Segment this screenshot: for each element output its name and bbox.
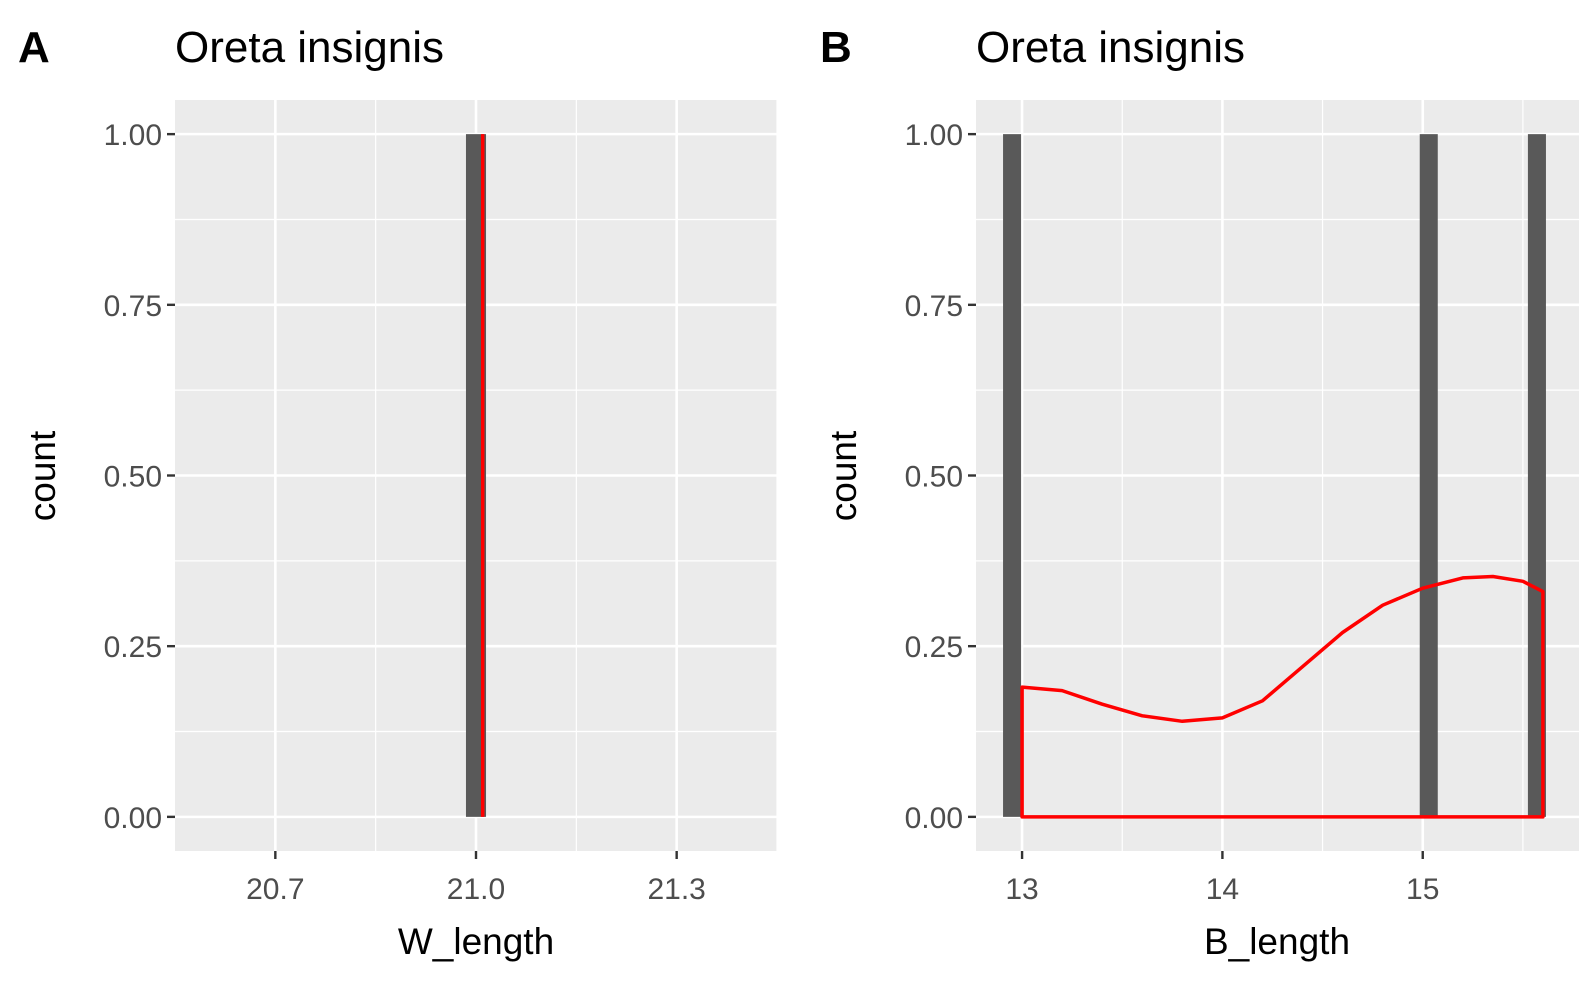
panel-a-tag: A xyxy=(18,23,50,72)
panel-b-title: Oreta insignis xyxy=(976,23,1245,72)
panel-a-x-tick-label: 21.0 xyxy=(447,873,505,906)
panel-b-x-tick-label: 15 xyxy=(1406,873,1439,906)
panel-b-x-label: B_length xyxy=(1204,921,1350,962)
panel-b-density-curve xyxy=(1020,574,1545,819)
panel-a-x-label: W_length xyxy=(398,921,554,962)
panel-b-y-tick-label: 0.25 xyxy=(905,631,963,664)
panel-a-y-tick-label: 0.50 xyxy=(104,461,162,494)
panel-a-title: Oreta insignis xyxy=(175,23,444,72)
panel-a-y-tick-label: 0.00 xyxy=(104,802,162,835)
panel-b-y-tick-label: 0.50 xyxy=(905,461,963,494)
panel-b-y-label: count xyxy=(823,430,864,521)
panel-a-y-tick-label: 1.00 xyxy=(104,119,162,152)
panel-b-x-axis: 13 14 15 xyxy=(1005,851,1439,906)
panel-a-x-tick-label: 21.3 xyxy=(647,873,705,906)
panel-b-y-tick-label: 0.75 xyxy=(905,290,963,323)
panel-b-y-axis: 0.00 0.25 0.50 0.75 1.00 xyxy=(905,119,976,835)
panel-a-x-axis: 20.7 21.0 21.3 xyxy=(246,851,706,906)
panel-b-x-tick-label: 13 xyxy=(1005,873,1038,906)
panel-b-y-tick-label: 0.00 xyxy=(905,802,963,835)
panel-a-y-label: count xyxy=(22,430,63,521)
panel-b-tag: B xyxy=(820,23,852,72)
panel-b-bar-0 xyxy=(1003,134,1022,817)
panel-a: A Oreta insignis 0.00 0.25 0.50 0.75 1.00 20… xyxy=(18,23,778,962)
panel-b-y-tick-label: 1.00 xyxy=(905,119,963,152)
panel-b: B Oreta insignis 0.00 0.25 0.50 0.75 1.00 13… xyxy=(820,23,1579,962)
panel-b-bars xyxy=(1003,134,1546,817)
panel-a-y-tick-label: 0.25 xyxy=(104,631,162,664)
panel-b-bar-1 xyxy=(1419,134,1438,817)
panel-a-y-tick-label: 0.75 xyxy=(104,290,162,323)
panel-b-x-tick-label: 14 xyxy=(1206,873,1239,906)
panel-b-density xyxy=(1020,574,1545,819)
panel-a-x-tick-label: 20.7 xyxy=(246,873,304,906)
panel-a-y-axis: 0.00 0.25 0.50 0.75 1.00 xyxy=(104,119,175,835)
